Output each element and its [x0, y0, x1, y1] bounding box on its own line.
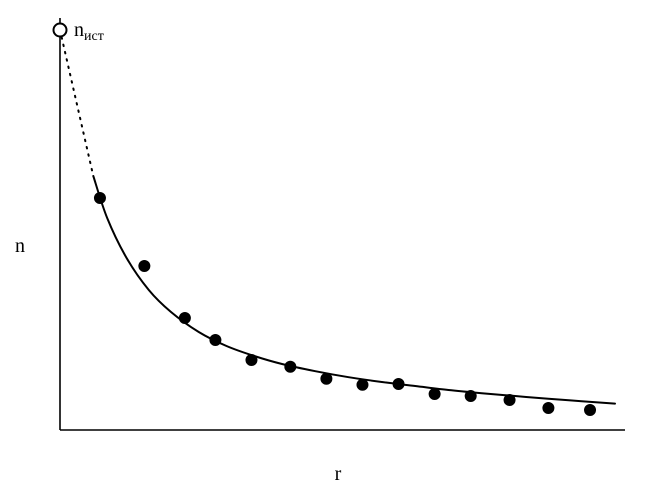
intercept-marker: nист	[54, 19, 104, 44]
data-point	[585, 405, 596, 416]
data-point	[504, 395, 515, 406]
axes	[60, 18, 625, 430]
data-point	[139, 261, 150, 272]
data-point	[210, 335, 221, 346]
data-points	[94, 193, 595, 416]
axis-labels: rn	[15, 235, 342, 485]
intercept-open-circle	[54, 24, 67, 37]
chart-canvas: nист rn	[0, 0, 647, 500]
data-point	[179, 313, 190, 324]
data-point	[321, 373, 332, 384]
data-point	[285, 361, 296, 372]
x-axis-label: r	[335, 463, 342, 485]
curve-solid	[93, 176, 615, 404]
data-point	[357, 379, 368, 390]
data-point	[393, 379, 404, 390]
y-axis-label: n	[15, 235, 25, 257]
data-point	[543, 403, 554, 414]
data-point	[246, 355, 257, 366]
data-point	[465, 391, 476, 402]
data-point	[94, 193, 105, 204]
intercept-label: nист	[74, 19, 104, 44]
curve-dotted	[60, 30, 93, 176]
data-point	[429, 389, 440, 400]
